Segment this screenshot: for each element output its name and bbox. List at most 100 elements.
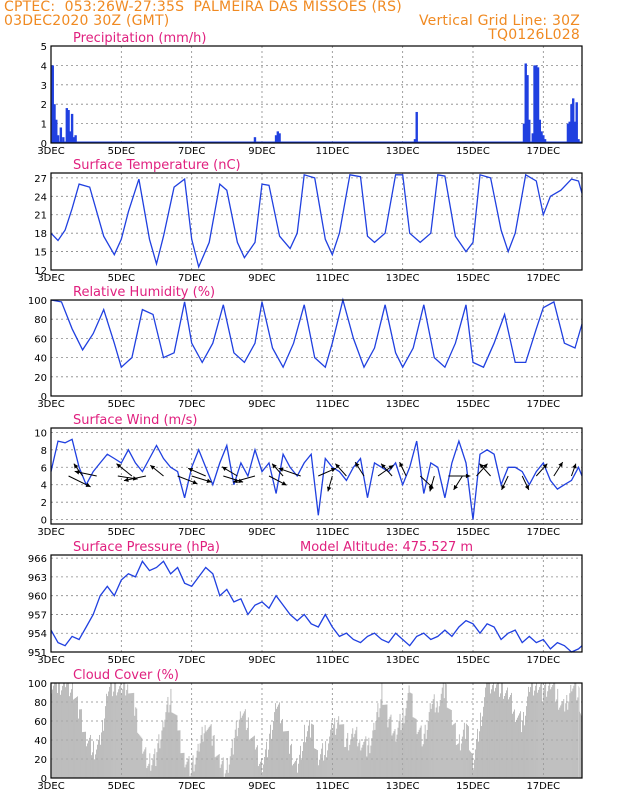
cloud-bar <box>564 711 566 778</box>
cloud-bar <box>79 709 80 778</box>
cloud-bar <box>264 756 265 778</box>
wind-series-line <box>50 438 583 520</box>
cloud-bar <box>487 683 488 778</box>
cloud-bar <box>126 689 128 778</box>
cloud-bar <box>332 730 334 778</box>
rh-xtick-label: 7DEC <box>178 399 205 410</box>
wind-vector-head <box>399 462 404 468</box>
cloud-bar <box>523 711 524 778</box>
cloud-bar <box>279 702 280 778</box>
cloud-bar <box>99 734 100 778</box>
cloud-bar <box>357 746 359 778</box>
cloud-bar <box>88 740 89 778</box>
precip-bar <box>70 113 74 143</box>
cloud-bar <box>182 752 184 778</box>
wind-vector-head <box>150 465 156 470</box>
cloud-bar <box>196 750 198 778</box>
cloud-bar <box>299 754 300 778</box>
cloud-bar <box>315 748 316 778</box>
cloud-bar <box>489 683 490 778</box>
cloud-bar <box>513 711 514 778</box>
cloud-bar <box>281 721 282 778</box>
cloud-bar <box>293 763 294 778</box>
cloud-bar <box>62 685 63 778</box>
cloud-bar <box>361 747 363 778</box>
cloud-bar <box>108 691 110 778</box>
cloud-xtick-label: 5DEC <box>108 781 135 792</box>
cloud-bar <box>246 727 248 778</box>
cloud-bar <box>536 683 538 778</box>
cloud-bar <box>492 685 493 778</box>
cloud-bar <box>217 754 219 778</box>
cloud-bar <box>97 744 98 778</box>
cloud-bar <box>381 683 383 778</box>
cloud-bar <box>341 724 343 778</box>
cloud-bar <box>238 719 240 778</box>
cloud-bar <box>287 731 288 778</box>
cloud-bar <box>81 709 82 778</box>
cloud-bar <box>422 744 424 778</box>
precip-xtick-label: 9DEC <box>248 146 275 157</box>
cloud-bar <box>301 759 302 778</box>
cloud-bar <box>518 715 519 778</box>
header-grid-note: Vertical Grid Line: 30Z <box>418 13 580 29</box>
cloud-bar <box>530 687 532 778</box>
cloud-bar <box>98 739 99 778</box>
rh-frame <box>50 299 583 397</box>
cloud-bar <box>240 717 242 778</box>
precip-xtick-label: 11DEC <box>315 146 349 157</box>
precipitation-panel: Precipitation (mm/h) 0 1 2 3 4 5 3DEC 5DEC 7DEC 9D… <box>37 31 583 157</box>
cloud-bar <box>527 696 528 778</box>
wind-vector-head <box>74 470 80 475</box>
cloud-bar <box>550 689 552 778</box>
cloud-bar <box>262 764 264 778</box>
cloud-bar <box>209 725 211 778</box>
precip-bar <box>538 119 542 143</box>
cloud-bar <box>59 683 60 778</box>
cloud-bar <box>320 754 322 778</box>
wind-xtick-label: 15DEC <box>456 527 490 538</box>
cloud-bar <box>96 749 97 778</box>
pressure-ytick-label: 960 <box>28 592 47 603</box>
cloud-bar <box>224 773 226 778</box>
rh-xtick-label: 17DEC <box>526 399 560 410</box>
cloud-bar <box>515 721 516 778</box>
cloud-bar <box>349 744 351 778</box>
cloud-bar <box>415 718 417 778</box>
cloud-bar <box>399 713 401 778</box>
cloud-bar <box>452 724 454 778</box>
cloud-bar <box>285 731 286 778</box>
cloud-bar <box>506 690 507 778</box>
cloud-bar <box>294 762 295 778</box>
cloud-bar <box>327 750 329 778</box>
cloud-bar <box>447 708 449 778</box>
cloud-bar <box>556 699 558 778</box>
cloud-bar <box>553 683 555 778</box>
cloud-bar <box>193 771 195 778</box>
cloud-bar <box>173 713 175 778</box>
cloud-bar <box>561 703 563 778</box>
cloud-bar <box>360 750 362 778</box>
cloud-bar <box>400 730 402 778</box>
cloud-bar <box>398 720 400 778</box>
cloud-bar <box>153 754 155 778</box>
wind-vector-head <box>542 463 548 469</box>
cloud-bar <box>210 724 212 778</box>
cloud-bar <box>229 756 231 778</box>
cloud-bar <box>354 733 356 778</box>
cloud-bar <box>180 753 182 778</box>
cloud-bar <box>178 730 180 778</box>
wind-vector-head <box>381 463 386 469</box>
cloud-bar <box>296 759 297 778</box>
cloud-bar <box>526 706 527 778</box>
cloud-bar <box>269 733 270 778</box>
cloud-bar <box>123 683 125 778</box>
cloud-bar <box>103 730 104 778</box>
wind-vector-head <box>85 482 91 487</box>
cloud-bar <box>115 683 117 778</box>
cloud-bar <box>148 763 150 778</box>
cloud-bar <box>560 705 562 778</box>
cloud-title: Cloud Cover (%) <box>73 668 179 683</box>
cloud-bar <box>120 683 122 778</box>
cloud-bar <box>244 709 246 778</box>
